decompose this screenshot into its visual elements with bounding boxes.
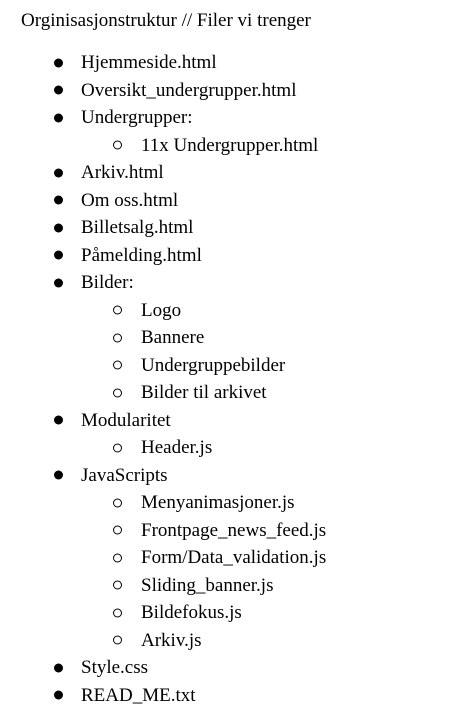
sub-list-item: Undergruppebilder bbox=[0, 352, 460, 380]
filled-bullet-icon bbox=[54, 663, 63, 673]
list-item-label: Logo bbox=[141, 299, 182, 321]
list-item-label: Sliding_banner.js bbox=[141, 574, 274, 596]
sub-list-item: Sliding_banner.js bbox=[0, 572, 460, 600]
list-item-label: Bannere bbox=[141, 327, 205, 348]
list-item-label: Form/Data_validation.js bbox=[141, 547, 327, 568]
list-item-label: Billetsalg.html bbox=[81, 217, 194, 238]
filled-bullet-icon bbox=[54, 58, 63, 68]
list-item-label: Modularitet bbox=[81, 409, 171, 431]
list-item: Hjemmeside.html bbox=[0, 49, 460, 77]
list-item: Bilder: bbox=[0, 269, 460, 297]
list-item-label: Om oss.html bbox=[81, 189, 179, 211]
sub-list-item: Bilder til arkivet bbox=[0, 379, 460, 407]
list-item-label: Header.js bbox=[141, 437, 213, 458]
list-item-label: Undergruppebilder bbox=[141, 354, 286, 376]
list-item: Undergrupper: bbox=[0, 104, 460, 132]
list-item-label: Hjemmeside.html bbox=[81, 52, 217, 73]
filled-bullet-icon bbox=[54, 195, 63, 205]
list-item: Billetsalg.html bbox=[0, 214, 460, 242]
list-item: Style.css bbox=[0, 654, 460, 682]
filled-bullet-icon bbox=[54, 85, 63, 95]
sub-list-item: Bildefokus.js bbox=[0, 599, 460, 627]
list-item: Modularitet bbox=[0, 407, 460, 435]
sub-list-item: Logo bbox=[0, 297, 460, 325]
list-item-label: READ_ME.txt bbox=[81, 684, 196, 706]
filled-bullet-icon bbox=[54, 250, 63, 260]
hollow-bullet-icon bbox=[113, 498, 122, 508]
list-item: Oversikt_undergrupper.html bbox=[0, 77, 460, 105]
list-item-label: Style.css bbox=[81, 657, 149, 678]
filled-bullet-icon bbox=[54, 690, 63, 700]
list-item: Arkiv.html bbox=[0, 159, 460, 187]
list-item: Om oss.html bbox=[0, 187, 460, 215]
filled-bullet-icon bbox=[54, 278, 63, 288]
list-item: JavaScripts bbox=[0, 462, 460, 490]
list-item-label: Undergrupper: bbox=[81, 107, 193, 128]
list-item-label: Bilder til arkivet bbox=[141, 382, 267, 403]
sub-list-item: Frontpage_news_feed.js bbox=[0, 517, 460, 545]
hollow-bullet-icon bbox=[113, 525, 122, 535]
hollow-bullet-icon bbox=[113, 635, 122, 645]
list-item: READ_ME.txt bbox=[0, 682, 460, 710]
hollow-bullet-icon bbox=[113, 443, 122, 453]
list-item-label: Arkiv.html bbox=[81, 162, 164, 183]
file-list: Hjemmeside.html Oversikt_undergrupper.htm… bbox=[0, 49, 460, 709]
hollow-bullet-icon bbox=[113, 360, 122, 370]
list-item-label: Oversikt_undergrupper.html bbox=[81, 79, 297, 101]
list-item: Påmelding.html bbox=[0, 242, 460, 270]
sub-list-item: Arkiv.js bbox=[0, 627, 460, 655]
filled-bullet-icon bbox=[54, 415, 63, 425]
list-item-label: Menyanimasjoner.js bbox=[141, 492, 295, 513]
sub-list-item: Menyanimasjoner.js bbox=[0, 489, 460, 517]
list-item-label: JavaScripts bbox=[81, 464, 168, 486]
list-item-label: Bilder: bbox=[81, 272, 134, 293]
list-item-label: 11x Undergrupper.html bbox=[141, 134, 319, 156]
list-item-label: Arkiv.js bbox=[141, 629, 202, 651]
hollow-bullet-icon bbox=[113, 333, 122, 343]
hollow-bullet-icon bbox=[113, 305, 122, 315]
list-item-label: Frontpage_news_feed.js bbox=[141, 519, 327, 541]
list-item-label: Påmelding.html bbox=[81, 244, 202, 266]
sub-list-item: Bannere bbox=[0, 324, 460, 352]
sub-list-item: 11x Undergrupper.html bbox=[0, 132, 460, 160]
sub-list-item: Header.js bbox=[0, 434, 460, 462]
filled-bullet-icon bbox=[54, 113, 63, 123]
hollow-bullet-icon bbox=[113, 553, 122, 563]
filled-bullet-icon bbox=[54, 470, 63, 480]
filled-bullet-icon bbox=[54, 223, 63, 233]
document-title: Orginisasjonstruktur // Filer vi trenger bbox=[21, 10, 311, 31]
hollow-bullet-icon bbox=[113, 580, 122, 590]
hollow-bullet-icon bbox=[113, 140, 122, 150]
hollow-bullet-icon bbox=[113, 388, 122, 398]
filled-bullet-icon bbox=[54, 168, 63, 178]
hollow-bullet-icon bbox=[113, 608, 122, 618]
list-item-label: Bildefokus.js bbox=[141, 602, 242, 623]
sub-list-item: Form/Data_validation.js bbox=[0, 544, 460, 572]
